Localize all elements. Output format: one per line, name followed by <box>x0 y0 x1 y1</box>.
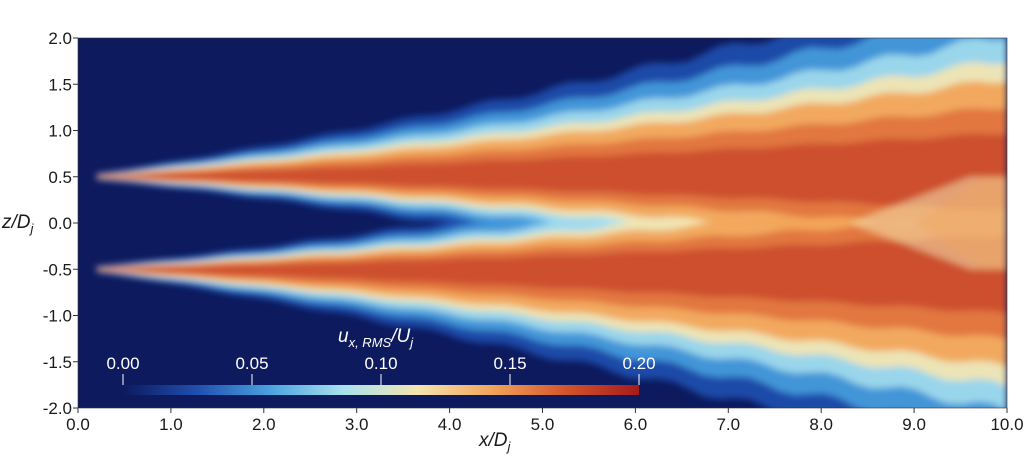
colorbar-title: ux, RMS/Uj <box>338 326 414 350</box>
y-tick-label: 1.5 <box>48 75 72 94</box>
colorbar-tick-label: 0.05 <box>235 354 268 373</box>
x-tick-label: 7.0 <box>716 415 740 434</box>
y-tick-label: -0.5 <box>43 260 72 279</box>
colorbar-ticks: 0.00 0.05 0.10 0.15 0.20 <box>106 354 656 385</box>
upper-shear-layer-level-6 <box>96 133 1007 211</box>
rms-field <box>96 38 1007 408</box>
x-tick-label: 8.0 <box>809 415 833 434</box>
core-merge-peak <box>914 176 1007 270</box>
colorbar-bar <box>123 385 639 395</box>
y-tick-label: -2.0 <box>43 399 72 418</box>
colorbar-tick-label: 0.20 <box>622 354 655 373</box>
x-tick-label: 2.0 <box>252 415 276 434</box>
x-axis-title: x/Dj <box>478 430 512 454</box>
x-axis: 0.0 1.0 2.0 3.0 4.0 5.0 6.0 7.0 8.0 9.0 10.0 <box>66 408 1024 434</box>
y-tick-label: 0.5 <box>48 168 72 187</box>
colorbar-tick-label: 0.10 <box>364 354 397 373</box>
y-axis-title: z/Dj <box>1 212 35 236</box>
colorbar-tick-label: 0.00 <box>106 354 139 373</box>
y-axis: 2.0 1.5 1.0 0.5 0.0 -0.5 -1.0 -1.5 -2.0 <box>43 29 78 418</box>
x-tick-label: 3.0 <box>345 415 369 434</box>
y-tick-label: 1.0 <box>48 122 72 141</box>
plot-area <box>78 38 1007 408</box>
colorbar-tick-label: 0.15 <box>493 354 526 373</box>
y-tick-label: -1.0 <box>43 307 72 326</box>
y-tick-label: 0.0 <box>48 214 72 233</box>
x-tick-label: 10.0 <box>990 415 1023 434</box>
x-tick-label: 6.0 <box>624 415 648 434</box>
x-tick-label: 0.0 <box>66 415 90 434</box>
y-tick-label: -1.5 <box>43 353 72 372</box>
x-tick-label: 5.0 <box>531 415 555 434</box>
y-tick-label: 2.0 <box>48 29 72 48</box>
x-tick-label: 1.0 <box>159 415 183 434</box>
colorbar: ux, RMS/Uj 0.00 0.05 0.10 0.15 0.20 <box>106 326 656 395</box>
x-tick-label: 4.0 <box>438 415 462 434</box>
lower-shear-layer-level-6 <box>96 235 1007 314</box>
x-tick-label: 9.0 <box>902 415 926 434</box>
